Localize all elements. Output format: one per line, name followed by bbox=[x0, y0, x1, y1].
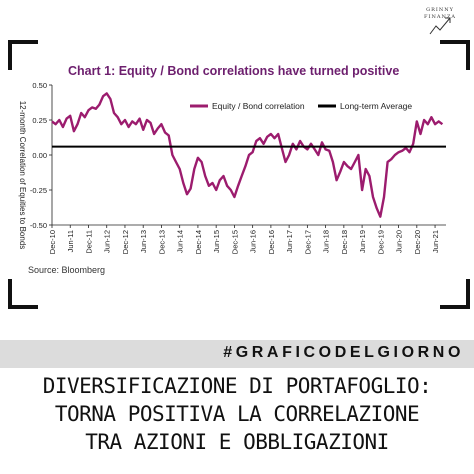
chart-series bbox=[52, 93, 446, 216]
headline: DIVERSIFICAZIONE DI PORTAFOGLIO: TORNA P… bbox=[0, 372, 474, 456]
x-tick-label: Jun-21 bbox=[431, 230, 440, 253]
y-tick-label: -0.25 bbox=[30, 186, 47, 195]
legend-label: Long-term Average bbox=[340, 101, 412, 111]
x-tick-label: Dec-20 bbox=[413, 230, 422, 254]
x-tick-label: Jun-18 bbox=[322, 230, 331, 253]
chart-source: Source: Bloomberg bbox=[28, 265, 105, 275]
x-tick-label: Dec-14 bbox=[194, 230, 203, 254]
x-tick-label: Dec-17 bbox=[303, 230, 312, 254]
x-tick-label: Dec-13 bbox=[157, 230, 166, 254]
hashtag-banner: #GRAFICODELGIORNO bbox=[0, 340, 474, 368]
chart-legend: Equity / Bond correlation Long-term Avera… bbox=[190, 101, 412, 111]
y-tick-label: 0.50 bbox=[32, 81, 47, 90]
x-tick-label: Dec-11 bbox=[84, 230, 93, 254]
legend-label: Equity / Bond correlation bbox=[212, 101, 305, 111]
x-tick-label: Jun-20 bbox=[395, 230, 404, 253]
x-tick-label: Dec-18 bbox=[340, 230, 349, 254]
headline-line-1: DIVERSIFICAZIONE DI PORTAFOGLIO: bbox=[0, 372, 474, 400]
x-tick-label: Dec-12 bbox=[121, 230, 130, 254]
x-tick-label: Jun-13 bbox=[139, 230, 148, 253]
x-tick-label: Jun-17 bbox=[285, 230, 294, 253]
x-tick-label: Jun-19 bbox=[358, 230, 367, 253]
x-tick-label: Jun-16 bbox=[249, 230, 258, 253]
y-tick-label: 0.25 bbox=[32, 116, 47, 125]
headline-line-2: TORNA POSITIVA LA CORRELAZIONE bbox=[0, 400, 474, 428]
hashtag-text: #GRAFICODELGIORNO bbox=[223, 344, 464, 362]
y-tick-label: 0.00 bbox=[32, 151, 47, 160]
series-line-equity-bond-correlation bbox=[52, 93, 442, 216]
y-axis-title: 12-month Correlation of Equities to Bond… bbox=[18, 101, 27, 250]
x-tick-label: Jun-11 bbox=[66, 230, 75, 252]
x-tick-label: Jun-14 bbox=[176, 230, 185, 253]
y-tick-label: -0.50 bbox=[30, 221, 47, 230]
x-tick-label: Dec-19 bbox=[376, 230, 385, 254]
x-tick-label: Dec-15 bbox=[230, 230, 239, 254]
x-tick-label: Dec-10 bbox=[48, 230, 57, 254]
x-tick-label: Dec-16 bbox=[267, 230, 276, 254]
headline-line-3: TRA AZIONI E OBBLIGAZIONI bbox=[0, 428, 474, 456]
x-tick-label: Jun-15 bbox=[212, 230, 221, 253]
x-tick-label: Jun-12 bbox=[103, 230, 112, 253]
